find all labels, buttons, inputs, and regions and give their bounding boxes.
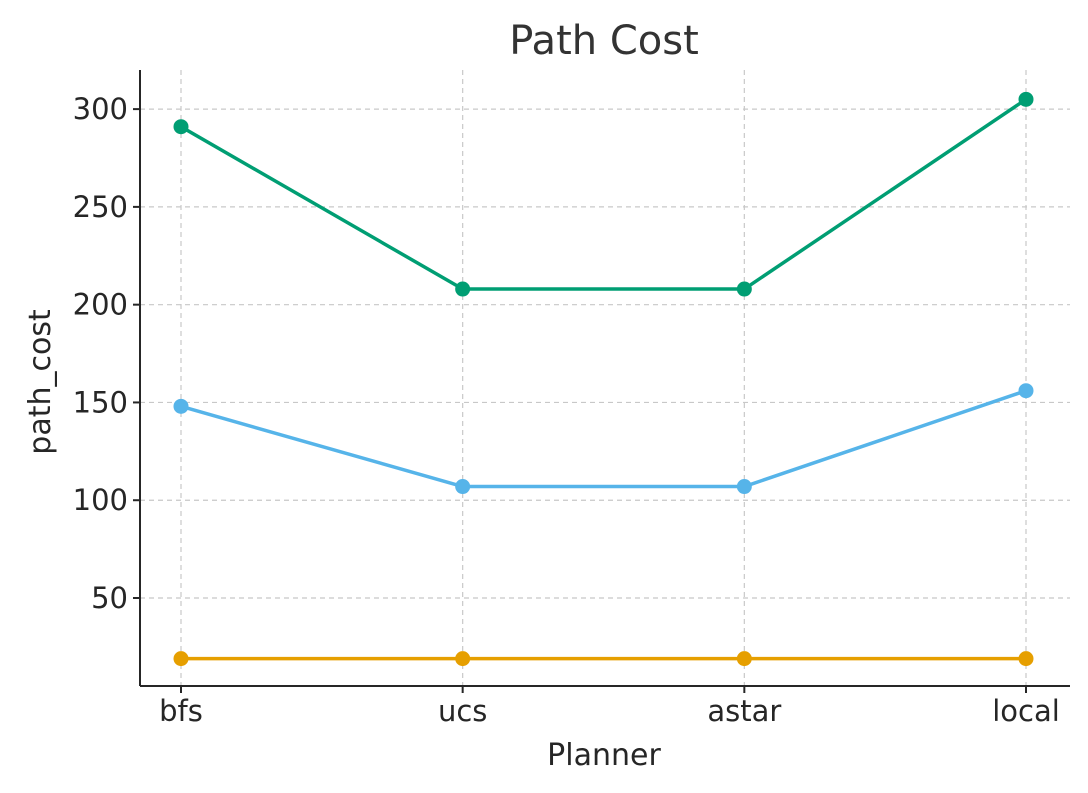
y-tick-label: 150 (73, 385, 128, 419)
data-point (173, 119, 189, 135)
series-line (180, 97, 1027, 291)
chart-title: Path Cost (509, 18, 699, 64)
series-2 (173, 383, 1034, 495)
data-point (173, 398, 189, 414)
data-point (736, 479, 752, 495)
y-tick-label: 50 (91, 581, 128, 615)
data-point (455, 281, 471, 297)
y-tick-label: 200 (73, 288, 128, 322)
x-axis-label: Planner (547, 738, 661, 773)
x-tick-label: local (992, 694, 1060, 728)
series-3 (173, 651, 1034, 667)
data-point (173, 651, 189, 667)
data-point (1018, 383, 1034, 399)
ticks: bfs ucs astar local 50 100 150 200 250 300 (73, 92, 1060, 728)
data-point (455, 651, 471, 667)
x-tick-label: bfs (159, 694, 203, 728)
y-axis-label: path_cost (23, 309, 58, 455)
series-line (180, 389, 1027, 489)
series-layer (173, 91, 1034, 667)
data-point (1018, 91, 1034, 107)
grid (140, 70, 1070, 686)
series-1 (173, 91, 1034, 297)
data-point (455, 479, 471, 495)
data-point (1018, 651, 1034, 667)
x-tick-label: astar (707, 694, 781, 728)
axes (139, 70, 1070, 687)
y-tick-label: 250 (73, 190, 128, 224)
data-point (736, 651, 752, 667)
data-point (736, 281, 752, 297)
y-tick-label: 100 (73, 483, 128, 517)
x-tick-label: ucs (438, 694, 487, 728)
y-tick-label: 300 (73, 92, 128, 126)
